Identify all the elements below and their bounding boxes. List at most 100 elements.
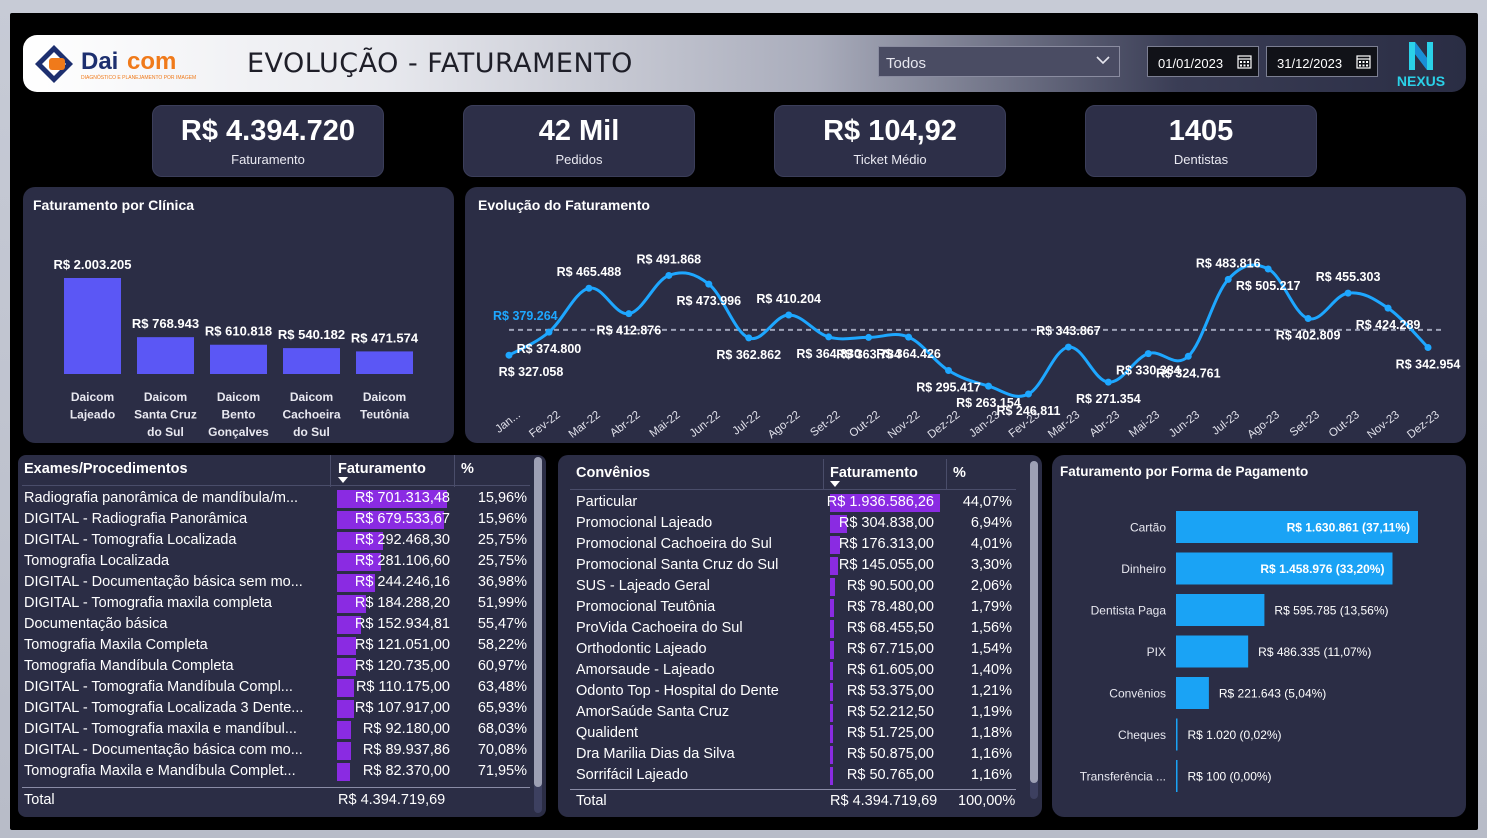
payment-bar[interactable] xyxy=(1176,594,1265,626)
clinic-bar[interactable] xyxy=(64,278,121,374)
table-row[interactable]: DIGITAL - Tomografia Localizada R$ 292.46… xyxy=(24,530,532,551)
data-point[interactable] xyxy=(1264,265,1272,273)
table-row[interactable]: DIGITAL - Tomografia maxila completa R$ 1… xyxy=(24,593,532,614)
data-point[interactable] xyxy=(585,284,593,292)
table-row[interactable]: Tomografia Localizada R$ 281.106,60 25,75% xyxy=(24,551,532,572)
clinic-chart-panel: Faturamento por Clínica R$ 2.003.205 Daic… xyxy=(23,187,454,443)
data-point[interactable] xyxy=(1024,390,1032,398)
table-row[interactable]: Promocional Lajeado R$ 304.838,00 6,94% xyxy=(576,513,1014,534)
convenios-col-value-header[interactable]: Faturamento xyxy=(830,465,918,481)
table-row[interactable]: Odonto Top - Hospital do Dente R$ 53.375,… xyxy=(576,681,1014,702)
data-point[interactable] xyxy=(1144,350,1152,358)
row-value: R$ 121.051,00 xyxy=(354,637,450,653)
evolution-line-chart: R$ 379.264 R$ 327.058 Jan... R$ 374.800 Fev-… xyxy=(493,252,1460,441)
data-point-label: R$ 327.058 xyxy=(499,365,564,379)
table-row[interactable]: DIGITAL - Documentação básica sem mo... R… xyxy=(24,572,532,593)
data-point[interactable] xyxy=(1104,378,1112,386)
table-row[interactable]: ProVida Cachoeira do Sul R$ 68.455,50 1,56… xyxy=(576,618,1014,639)
convenios-scrollbar-thumb[interactable] xyxy=(1030,461,1038,783)
table-row[interactable]: Documentação básica R$ 152.934,81 55,47% xyxy=(24,614,532,635)
payment-bar[interactable] xyxy=(1176,718,1178,751)
data-point[interactable] xyxy=(705,280,713,288)
clinic-bar[interactable] xyxy=(137,337,194,374)
table-row[interactable]: Tomografia Mandíbula Completa R$ 120.735,… xyxy=(24,656,532,677)
convenios-table-body[interactable]: Particular R$ 1.936.586,26 44,07% Promocion… xyxy=(576,492,1014,788)
exams-scrollbar-thumb[interactable] xyxy=(534,457,542,787)
convenios-table-panel: Convênios Faturamento % Particular R$ 1.9… xyxy=(558,455,1042,817)
clinic-bar-label: R$ 610.818 xyxy=(205,324,272,339)
table-row[interactable]: Dra Marilia Dias da Silva R$ 50.875,00 1,1… xyxy=(576,744,1014,765)
clinic-bar[interactable] xyxy=(283,348,340,374)
clinic-chart-title: Faturamento por Clínica xyxy=(33,197,195,213)
x-tick-label: Dez-23 xyxy=(1405,409,1442,441)
table-row[interactable]: DIGITAL - Tomografia Localizada 3 Dente.… xyxy=(24,698,532,719)
clinic-bar[interactable] xyxy=(356,351,413,374)
data-point[interactable] xyxy=(1424,344,1432,352)
exams-col-name-header[interactable]: Exames/Procedimentos xyxy=(24,461,188,477)
data-point[interactable] xyxy=(1224,275,1232,283)
table-row[interactable]: Orthodontic Lajeado R$ 67.715,00 1,54% xyxy=(576,639,1014,660)
payment-bar[interactable] xyxy=(1176,552,1393,585)
column-divider xyxy=(454,455,455,487)
table-row[interactable]: Promocional Teutônia R$ 78.480,00 1,79% xyxy=(576,597,1014,618)
payment-bar[interactable] xyxy=(1176,511,1418,543)
data-point[interactable] xyxy=(984,382,992,390)
convenios-col-pct-header[interactable]: % xyxy=(953,465,966,481)
payment-bar[interactable] xyxy=(1176,677,1209,709)
data-point[interactable] xyxy=(785,311,793,319)
clinic-bar[interactable] xyxy=(210,344,267,374)
table-row[interactable]: AmorSaúde Santa Cruz R$ 52.212,50 1,19% xyxy=(576,702,1014,723)
table-row[interactable]: Particular R$ 1.936.586,26 44,07% xyxy=(576,492,1014,513)
row-value: R$ 292.468,30 xyxy=(354,532,450,548)
exams-col-pct-header[interactable]: % xyxy=(461,461,474,477)
table-row[interactable]: Amorsaude - Lajeado R$ 61.605,00 1,40% xyxy=(576,660,1014,681)
x-tick-label: Abr-23 xyxy=(1088,409,1123,440)
payment-bar-label: R$ 100 (0,00%) xyxy=(1188,770,1272,784)
data-point[interactable] xyxy=(945,367,953,375)
exams-col-value-header[interactable]: Faturamento xyxy=(338,461,426,477)
data-point[interactable] xyxy=(665,271,673,279)
x-tick-label: Jun-23 xyxy=(1167,409,1202,440)
table-row[interactable]: Promocional Santa Cruz do Sul R$ 145.055,… xyxy=(576,555,1014,576)
convenios-col-name-header[interactable]: Convênios xyxy=(576,465,651,481)
table-row[interactable]: Promocional Cachoeira do Sul R$ 176.313,0… xyxy=(576,534,1014,555)
table-row[interactable]: SUS - Lajeado Geral R$ 90.500,00 2,06% xyxy=(576,576,1014,597)
data-point[interactable] xyxy=(1184,352,1192,360)
row-name: Promocional Teutônia xyxy=(576,599,716,615)
data-point[interactable] xyxy=(1064,343,1072,351)
row-value: R$ 89.937,86 xyxy=(362,742,450,758)
data-point[interactable] xyxy=(905,333,913,341)
table-row[interactable]: DIGITAL - Documentação básica com mo... R… xyxy=(24,740,532,761)
data-point[interactable] xyxy=(825,333,833,341)
data-point[interactable] xyxy=(505,351,513,359)
sort-desc-icon xyxy=(830,481,840,487)
data-point[interactable] xyxy=(1304,315,1312,323)
payment-bar[interactable] xyxy=(1176,760,1178,792)
table-row[interactable]: Radiografia panorâmica de mandíbula/m...… xyxy=(24,488,532,509)
table-row[interactable]: Tomografia Maxila Completa R$ 121.051,00 5… xyxy=(24,635,532,656)
exams-table-body[interactable]: Radiografia panorâmica de mandíbula/m...… xyxy=(24,488,532,785)
filter-selected-value: Todos xyxy=(886,55,927,72)
date-start-input[interactable]: 01/01/2023 xyxy=(1147,46,1259,77)
table-row[interactable]: DIGITAL - Radiografia Panorâmica R$ 679.5… xyxy=(24,509,532,530)
data-point[interactable] xyxy=(865,333,873,341)
row-pct: 25,75% xyxy=(477,553,527,569)
data-point[interactable] xyxy=(1344,289,1352,297)
payment-category-label: Transferência ... xyxy=(1080,770,1166,784)
table-row[interactable]: DIGITAL - Tomografia Mandíbula Compl... R… xyxy=(24,677,532,698)
table-row[interactable]: Sorrifácil Lajeado R$ 50.765,00 1,16% xyxy=(576,765,1014,786)
data-point-label: R$ 491.868 xyxy=(637,252,702,266)
payment-bar[interactable] xyxy=(1176,635,1249,668)
total-divider xyxy=(570,789,1016,790)
row-data-bar xyxy=(830,494,940,512)
data-point[interactable] xyxy=(745,334,753,342)
row-name: Promocional Santa Cruz do Sul xyxy=(576,557,779,573)
data-point[interactable] xyxy=(1384,304,1392,312)
table-row[interactable]: Qualident R$ 51.725,00 1,18% xyxy=(576,723,1014,744)
table-row[interactable]: Tomografia Maxila e Mandíbula Complet...… xyxy=(24,761,532,782)
data-point[interactable] xyxy=(545,328,553,336)
clinic-filter-dropdown[interactable]: Todos xyxy=(878,46,1120,77)
data-point[interactable] xyxy=(625,310,633,318)
date-end-input[interactable]: 31/12/2023 xyxy=(1266,46,1378,77)
table-row[interactable]: DIGITAL - Tomografia maxila e mandíbul..… xyxy=(24,719,532,740)
